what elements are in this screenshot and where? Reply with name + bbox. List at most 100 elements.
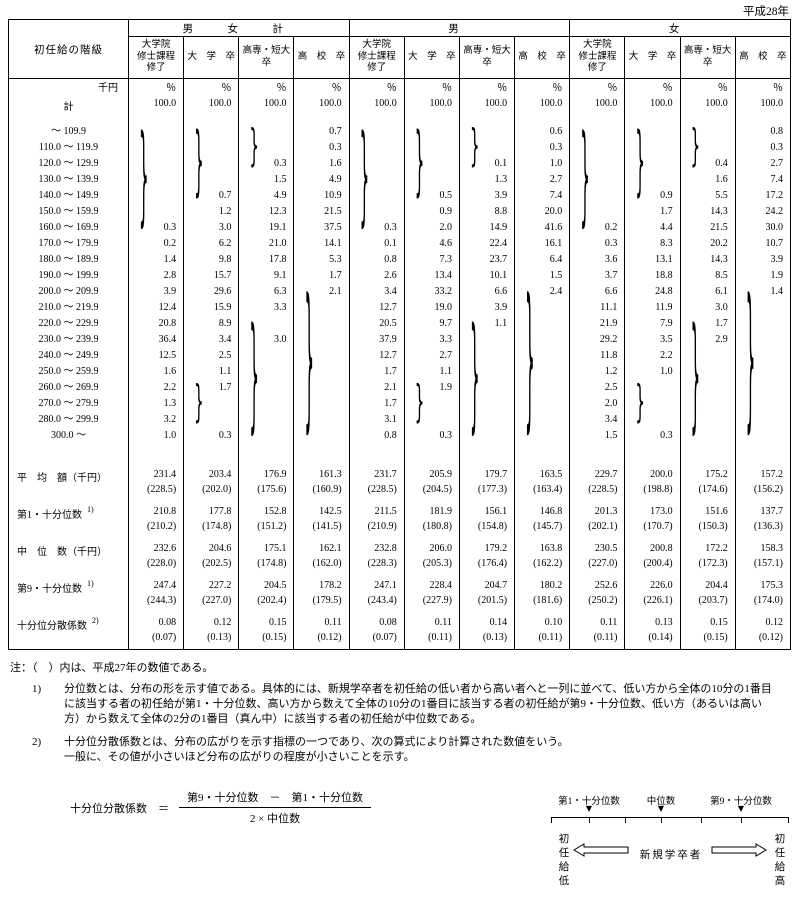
column-header-row: 大学院 修士課程 修了 大 学 卒 高専・短大卒 高 校 卒 大学院 修士課程 … [9, 36, 792, 79]
stat-cell: 0.15 [679, 612, 736, 630]
pct-cell: 37.5 [293, 220, 350, 236]
gap-cell [127, 444, 185, 464]
class-row-label: 240.0 ～ 249.9 [8, 348, 129, 364]
pct-cell: } [238, 124, 295, 167]
stat-cell: 181.9 [403, 501, 460, 519]
pct-cell: 0.3 [348, 220, 405, 236]
pct-cell: 2.7 [734, 156, 792, 172]
class-row-label: 210.0 ～ 219.9 [8, 300, 129, 316]
stat-prev-cell: (0.11) [403, 630, 460, 649]
stat-prev-cell: (174.8) [183, 519, 240, 538]
class-row-label: 190.0 ～ 199.9 [8, 268, 129, 284]
pct-cell [514, 316, 571, 332]
pct-cell: 6.3 [238, 284, 295, 300]
stat-cell: 180.2 [514, 575, 571, 593]
pct-cell: } [569, 121, 626, 229]
pct-cell: 1.0 [514, 156, 571, 172]
stat-prev-cell: (228.5) [348, 482, 405, 501]
col-header-grad: 大学院 修士課程 修了 [127, 36, 185, 79]
stat-prev-cell: (226.1) [624, 593, 681, 612]
axis-tick [661, 817, 662, 824]
pct-cell: } [238, 313, 295, 437]
marker-triangle: ▼ [657, 804, 665, 814]
stat-prev-cell: (0.12) [734, 630, 792, 649]
pct-cell: 0.6 [514, 124, 571, 140]
unit-header-row: 千円 ％ ％ ％ ％ ％ ％ ％ ％ ％ ％ ％ ％ [8, 78, 792, 94]
percent-label: ％ [458, 78, 516, 94]
col-header-grad: 大学院 修士課程 修了 [348, 36, 405, 79]
stat-cell: 179.2 [458, 538, 516, 556]
pct-cell: 3.9 [458, 300, 516, 316]
pct-cell: 29.6 [183, 284, 240, 300]
stat-cell: 232.6 [127, 538, 185, 556]
stat-prev-cell: (163.4) [514, 482, 571, 501]
axis-tick [625, 817, 626, 824]
pct-cell: 7.9 [624, 316, 681, 332]
pct-cell: 2.2 [127, 380, 185, 396]
col-header-college: 高専・短大卒 [679, 36, 736, 79]
pct-cell: 21.9 [569, 316, 626, 332]
stat-cell: 204.5 [238, 575, 295, 593]
right-end-text: 高 [774, 876, 786, 888]
class-row-label: 300.0 ～ [8, 428, 129, 444]
stat-prev-cell: (156.2) [734, 482, 792, 501]
pct-cell: 0.3 [569, 236, 626, 252]
pct-cell: 13.4 [403, 268, 460, 284]
pct-cell [127, 140, 185, 156]
pct-cell [348, 156, 405, 172]
pct-cell [458, 428, 516, 444]
class-row-label: 270.0 ～ 279.9 [8, 396, 129, 412]
pct-cell: 2.4} [514, 280, 571, 436]
right-arrow-icon [711, 843, 767, 860]
table-row: 170.0 ～ 179.9 0.2 6.2 21.0 14.1 0.1 4.6 22.4 16.… [8, 236, 792, 252]
pct-cell: 36.4 [127, 332, 185, 348]
stat-prev-cell: (0.11) [569, 630, 626, 649]
pct-cell [293, 332, 350, 348]
pct-cell [569, 140, 626, 156]
footnote-1: 1) 分位数とは、分布の形を示す値である。具体的には、新規学卒者を初任給の低い者… [32, 682, 791, 728]
stat-cell: 175.1 [238, 538, 295, 556]
pct-cell: 2.5 [569, 380, 626, 396]
pct-cell [624, 156, 681, 172]
stat-prev-cell: (201.5) [458, 593, 516, 612]
stat-prev-cell: (170.7) [624, 519, 681, 538]
pct-cell: 1.7} [679, 313, 736, 437]
unit-label: 千円 [8, 78, 129, 94]
summary-row: 十分位分散係数2) 0.08 0.12 0.15 0.11 0.08 0.11 0.14 0.1… [8, 612, 792, 649]
total-row: 計 100.0 100.0 100.0 100.0 100.0 100.0 100.0 100.… [8, 94, 792, 124]
pct-cell: 12.3 [238, 204, 295, 220]
pct-cell: 20.0 [514, 204, 571, 220]
stat-cell: 0.12 [183, 612, 240, 630]
stat-cell: 247.4 [127, 575, 185, 593]
pct-cell [403, 396, 460, 412]
pct-cell: 3.2 [127, 412, 185, 428]
total-cell: 100.0 [238, 94, 295, 124]
pct-cell: 9.8 [183, 252, 240, 268]
pct-cell: 6.2 [183, 236, 240, 252]
dispersion-formula: 十分位分散係数 ＝ 第9・十分位数 － 第1・十分位数 2 × 中位数 [70, 789, 371, 826]
pct-cell: 1.1} [458, 313, 516, 437]
table-row: 240.0 ～ 249.9 12.5 2.5 12.7 2.7 11.8 2.2 [8, 348, 792, 364]
pct-cell [458, 396, 516, 412]
summary-row: 中 位 数（千円） 232.6 204.6 175.1 162.1 232.8 206.0 1… [8, 538, 792, 575]
total-cell: 100.0 [183, 94, 240, 124]
pct-cell: 0.3 [238, 156, 295, 172]
pct-cell: 6.4 [514, 252, 571, 268]
pct-cell: 0.1 [458, 156, 516, 172]
class-row-label: 230.0 ～ 239.9 [8, 332, 129, 348]
stat-cell: 162.1 [293, 538, 350, 556]
stat-cell: 0.14 [458, 612, 516, 630]
pct-cell: 0.3 [624, 428, 681, 444]
pct-cell: 3.3 [403, 332, 460, 348]
stat-cell: 173.0 [624, 501, 681, 519]
percent-label: ％ [624, 78, 681, 94]
pct-cell: 0.3 [734, 140, 792, 156]
pct-cell: 3.4 [569, 412, 626, 428]
pct-cell: 3.3 [238, 300, 295, 316]
pct-cell: 5.5 [679, 188, 736, 204]
low-salary-label: 初任給 低 [557, 833, 571, 889]
pct-cell [293, 300, 350, 316]
pct-cell: 24.8 [624, 284, 681, 300]
footnote-2-number: 2) [32, 736, 42, 749]
summary-row-label: 平 均 額（千円） [8, 464, 129, 501]
